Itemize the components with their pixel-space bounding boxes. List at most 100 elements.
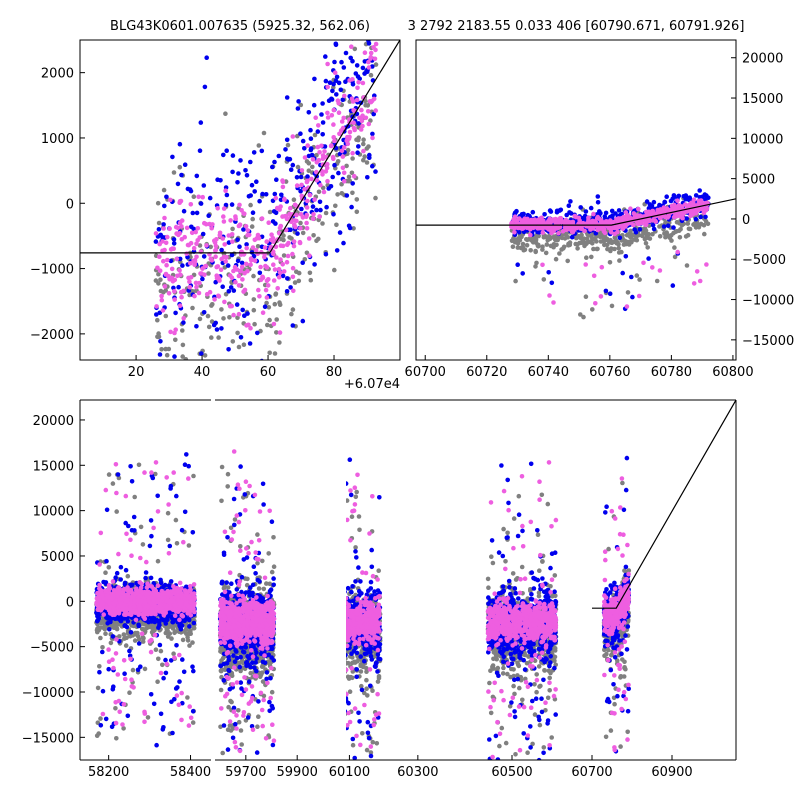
data-point-blue [247, 341, 253, 346]
data-point-blue [607, 291, 613, 297]
data-point-pink [112, 612, 117, 617]
data-point-blue [100, 688, 106, 694]
data-point-pink [193, 229, 198, 235]
data-point-blue [179, 527, 185, 533]
data-point-gray [589, 254, 594, 260]
data-point-pink [149, 470, 154, 475]
data-point-pink [363, 115, 369, 121]
data-point-pink [177, 580, 183, 586]
data-point-blue [168, 258, 174, 264]
data-point-pink [688, 209, 693, 214]
data-point-blue [350, 181, 356, 186]
data-point-pink [347, 78, 352, 83]
data-point-gray [191, 473, 196, 479]
data-point-blue [700, 194, 705, 200]
data-point-gray [332, 267, 337, 273]
data-point-pink [324, 165, 330, 171]
data-point-blue [602, 214, 608, 219]
data-point-pink [562, 225, 568, 231]
data-point-gray [95, 720, 101, 725]
data-point-gray [671, 230, 676, 236]
data-point-blue [129, 479, 135, 484]
data-point-blue [347, 225, 353, 231]
data-point-blue [546, 270, 551, 275]
data-point-gray [165, 628, 170, 633]
data-point-pink [174, 693, 180, 698]
data-point-gray [256, 143, 262, 148]
data-point-pink [245, 228, 250, 233]
data-point-pink [95, 591, 100, 596]
data-point-blue [290, 323, 296, 328]
data-point-gray [139, 626, 145, 632]
panel-bottom-plot-area [94, 400, 736, 760]
data-point-pink [338, 128, 344, 133]
data-point-blue [597, 209, 602, 214]
data-point-pink [355, 85, 360, 91]
data-point-gray [290, 307, 296, 312]
data-point-pink [704, 206, 710, 211]
data-point-pink [200, 194, 205, 200]
data-point-pink [237, 202, 242, 208]
data-point-blue [305, 174, 310, 179]
data-point-blue [569, 234, 575, 240]
data-point-pink [318, 182, 323, 188]
data-point-pink [325, 115, 331, 120]
data-point-gray [703, 218, 709, 224]
data-point-blue [182, 462, 188, 468]
data-point-gray [183, 357, 189, 360]
data-point-pink [366, 65, 372, 70]
data-point-gray [165, 537, 171, 543]
data-point-gray [361, 141, 366, 147]
data-point-pink [142, 470, 147, 475]
data-point-pink [675, 249, 680, 255]
data-point-blue [238, 158, 243, 163]
data-point-gray [177, 164, 183, 170]
data-point-gray [174, 541, 180, 546]
data-point-blue [147, 543, 153, 549]
data-point-gray [158, 648, 164, 654]
data-point-pink [342, 145, 347, 150]
data-point-blue [568, 199, 573, 204]
data-point-pink [658, 207, 663, 213]
data-point-pink [636, 293, 642, 299]
data-point-gray [581, 314, 586, 320]
data-point-blue [151, 615, 157, 621]
data-point-blue [101, 579, 106, 585]
data-point-blue [326, 186, 332, 191]
data-point-gray [632, 237, 637, 242]
data-point-pink [569, 229, 575, 235]
data-point-pink [152, 632, 158, 638]
data-point-gray [346, 178, 351, 184]
data-point-blue [100, 649, 105, 655]
data-point-pink [194, 284, 199, 290]
data-point-pink [273, 195, 279, 201]
data-point-pink [331, 122, 336, 127]
data-point-pink [204, 291, 210, 297]
data-point-pink [196, 290, 202, 296]
data-point-gray [274, 317, 280, 322]
data-point-gray [515, 245, 521, 250]
y-axis-label: 15000 [742, 92, 783, 107]
data-point-gray [121, 726, 126, 731]
data-point-gray [583, 294, 589, 300]
data-point-pink [197, 280, 202, 286]
data-point-pink [305, 178, 310, 184]
data-point-pink [158, 670, 164, 676]
data-point-pink [665, 215, 670, 220]
data-point-blue [252, 189, 257, 194]
data-point-pink [133, 617, 139, 623]
data-point-pink [352, 127, 358, 133]
data-point-pink [160, 248, 165, 254]
data-point-pink [172, 330, 177, 336]
data-point-blue [360, 65, 366, 71]
data-point-gray [241, 342, 247, 348]
data-point-blue [229, 252, 235, 258]
data-point-blue [219, 247, 224, 253]
data-point-gray [553, 237, 558, 242]
data-point-pink [294, 183, 300, 188]
data-point-pink [620, 217, 625, 222]
data-point-blue [200, 276, 205, 282]
data-point-gray [98, 635, 103, 641]
data-point-gray [252, 321, 257, 327]
